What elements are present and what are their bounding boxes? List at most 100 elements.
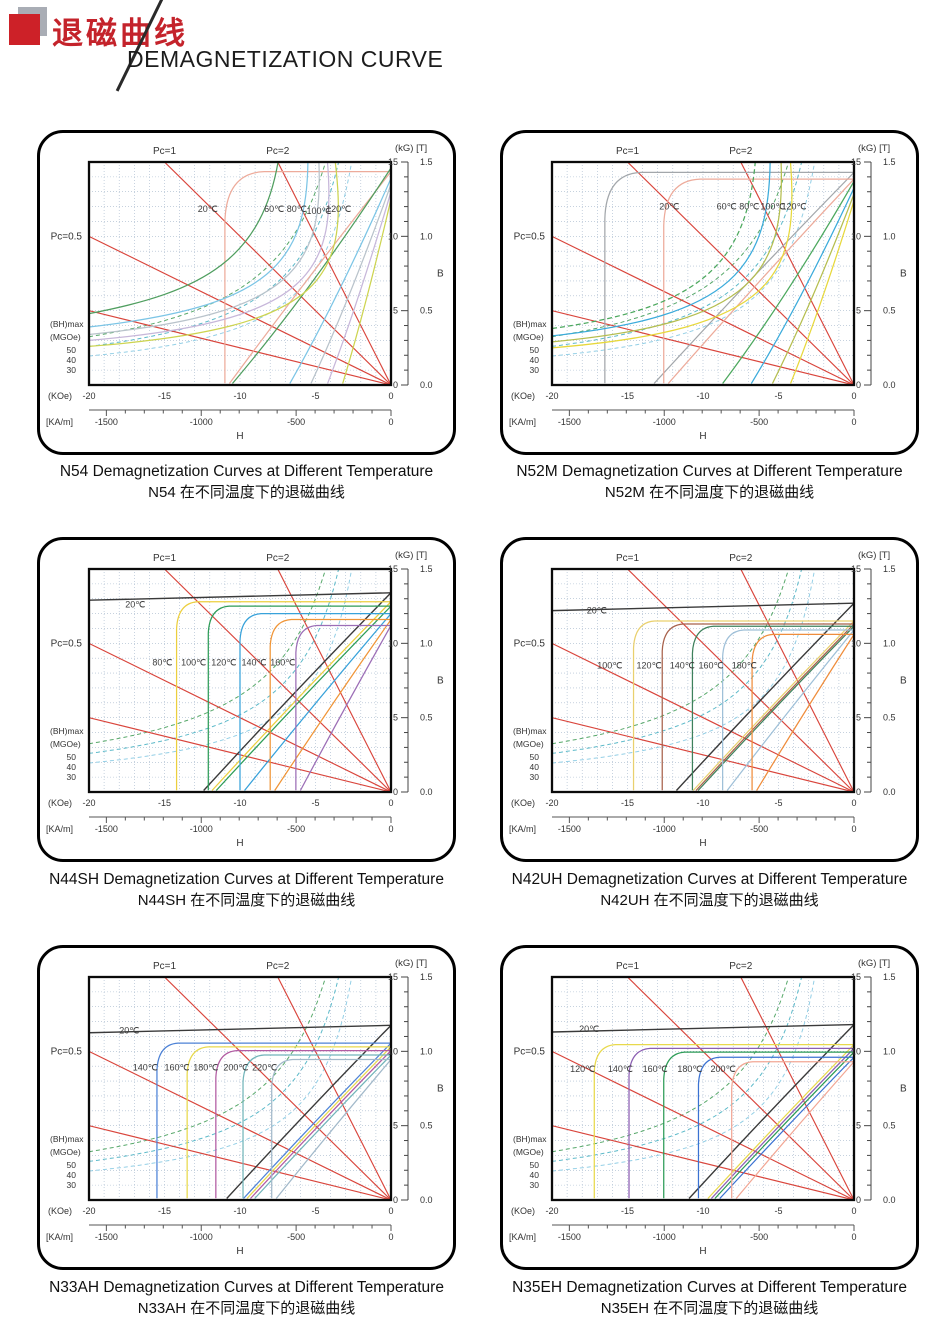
koe-tick: -5 [311, 1206, 319, 1216]
intrinsic-curve-140℃ [691, 625, 854, 791]
intrinsic-curve-140℃ [628, 1047, 854, 1199]
normal-curve-100℃ [326, 191, 391, 384]
tesla-tick: 1.0 [420, 231, 433, 241]
normal-curve-60℃ [722, 181, 854, 384]
kam-tick: -1500 [558, 417, 581, 427]
intrinsic-curve-180℃ [215, 1049, 391, 1199]
pc-label: Pc=0.5 [514, 231, 546, 242]
kg-tick: 15 [851, 157, 861, 167]
b-axis-label: B [900, 1083, 907, 1094]
caption-zh: N54 在不同温度下的退磁曲线 [148, 484, 345, 501]
h-axis-label: H [699, 1246, 706, 1257]
pc-label: Pc=0.5 [51, 231, 83, 242]
temp-label: 120℃ [637, 661, 662, 671]
kg-tick: 10 [388, 638, 398, 648]
kam-tick: -1000 [190, 824, 213, 834]
normal-curve-20℃ [203, 592, 391, 791]
normal-curve-20℃ [675, 602, 854, 791]
tesla-tick: 1.5 [883, 972, 896, 982]
chart-svg-N42UH: 20℃ 100℃ 120℃ 140℃ 160℃ 180℃ Pc=1 Pc=2 Pc=0.5 15 1… [509, 550, 907, 849]
temp-label: 100℃ [306, 206, 331, 216]
kam-tick: -1000 [190, 417, 213, 427]
intrinsic-curve-80℃ [175, 601, 391, 791]
normal-curve-180℃ [719, 1056, 854, 1199]
kg-tick: 15 [851, 564, 861, 574]
kam-tick: -500 [287, 417, 305, 427]
tesla-tick: 0.0 [883, 380, 896, 390]
kg-tick: 10 [851, 1046, 861, 1056]
caption-zh: N35EH 在不同温度下的退磁曲线 [600, 1300, 819, 1317]
caption-zh: N33AH 在不同温度下的退磁曲线 [137, 1300, 356, 1317]
temp-label: 80℃ [287, 204, 307, 214]
koe-tick: 0 [388, 798, 393, 808]
normal-curve-200℃ [254, 1054, 391, 1199]
intrinsic-curve-120℃ [661, 623, 854, 791]
tesla-tick: 0.5 [883, 1121, 896, 1131]
load-line-Pc=2 [740, 977, 854, 1200]
load-line-Pc=1 [626, 977, 854, 1200]
y-axis-units: (kG) [T] [858, 143, 890, 154]
intrinsic-curve-20℃ [552, 602, 854, 612]
plot-border [87, 567, 393, 794]
temp-label: 140℃ [133, 1063, 158, 1073]
caption-n42uh: N42UH Demagnetization Curves at Differen… [500, 869, 919, 911]
load-line-Pc=1 [163, 162, 391, 385]
pc-label: Pc=0.5 [514, 638, 546, 649]
chart-svg-N35EH: 20℃ 120℃ 140℃ 160℃ 180℃ 200℃ Pc=1 Pc=2 Pc=0.5 15 1… [509, 958, 907, 1257]
kg-tick: 0 [393, 380, 398, 390]
caption-en: N35EH Demagnetization Curves at Differen… [512, 1279, 907, 1296]
tesla-tick: 1.0 [883, 638, 896, 648]
kg-tick: 10 [851, 231, 861, 241]
temp-label: 120℃ [326, 204, 351, 214]
tesla-tick: 0.0 [883, 1195, 896, 1205]
tesla-tick: 1.5 [883, 564, 896, 574]
y-axis-units: (kG) [T] [858, 550, 890, 561]
temp-label: 20℃ [119, 1025, 139, 1035]
koe-tick: -5 [774, 798, 782, 808]
load-line-pc-0.25 [89, 310, 391, 385]
caption-en: N44SH Demagnetization Curves at Differen… [49, 871, 444, 888]
grid [552, 569, 854, 792]
normal-curve-20℃ [231, 167, 391, 384]
normal-curve-80℃ [750, 187, 854, 384]
normal-curve-140℃ [710, 1047, 854, 1199]
koe-tick: -10 [696, 391, 709, 401]
h-axis-label: H [699, 431, 706, 442]
chart-panel-n54: 20℃ 60℃ 80℃ 100℃ 120℃ Pc=1 Pc=2 Pc=0.5 15 10 5 0 1.5… [37, 130, 456, 455]
pc-label: Pc=2 [729, 553, 753, 564]
temp-label: 60℃ [717, 202, 737, 212]
load-line-Pc=2 [277, 977, 391, 1200]
kg-tick: 5 [393, 713, 398, 723]
kg-tick: 0 [856, 787, 861, 797]
kg-tick: 5 [393, 1121, 398, 1131]
kg-tick: 15 [388, 564, 398, 574]
chart-panel-n35eh: 20℃ 120℃ 140℃ 160℃ 180℃ 200℃ Pc=1 Pc=2 Pc=0.5 15 1… [500, 945, 919, 1270]
page-header: 退磁曲线 DEMAGNETIZATION CURVE [0, 0, 500, 100]
temp-label: 80℃ [739, 202, 759, 212]
grid [552, 162, 854, 385]
koe-tick: -10 [233, 391, 246, 401]
pc-label: Pc=1 [153, 146, 177, 157]
intrinsic-curve-20℃ [89, 1024, 391, 1034]
normal-curve-120℃ [707, 1044, 854, 1199]
kam-tick: -500 [287, 1232, 305, 1242]
normal-curve-140℃ [697, 625, 854, 791]
intrinsic-curve-120℃ [89, 162, 339, 347]
bhmax-hyperbola-40 [89, 977, 340, 1162]
y-axis-units: (kG) [T] [858, 958, 890, 969]
koe-tick: -20 [82, 798, 95, 808]
koe-tick: -20 [545, 798, 558, 808]
tesla-tick: 1.0 [420, 638, 433, 648]
kam-tick: -500 [750, 417, 768, 427]
intrinsic-curve-120℃ [552, 162, 793, 349]
tesla-tick: 0.0 [883, 787, 896, 797]
pc-label: Pc=1 [616, 146, 640, 157]
koe-tick: -15 [158, 798, 171, 808]
kg-tick: 5 [393, 306, 398, 316]
koe-tick: -5 [311, 391, 319, 401]
koe-tick: -15 [621, 798, 634, 808]
bhmax-legend-value: 50 [530, 345, 540, 355]
temp-label: 140℃ [608, 1064, 633, 1074]
kg-tick: 0 [856, 1195, 861, 1205]
page-title-en: DEMAGNETIZATION CURVE [127, 46, 444, 72]
